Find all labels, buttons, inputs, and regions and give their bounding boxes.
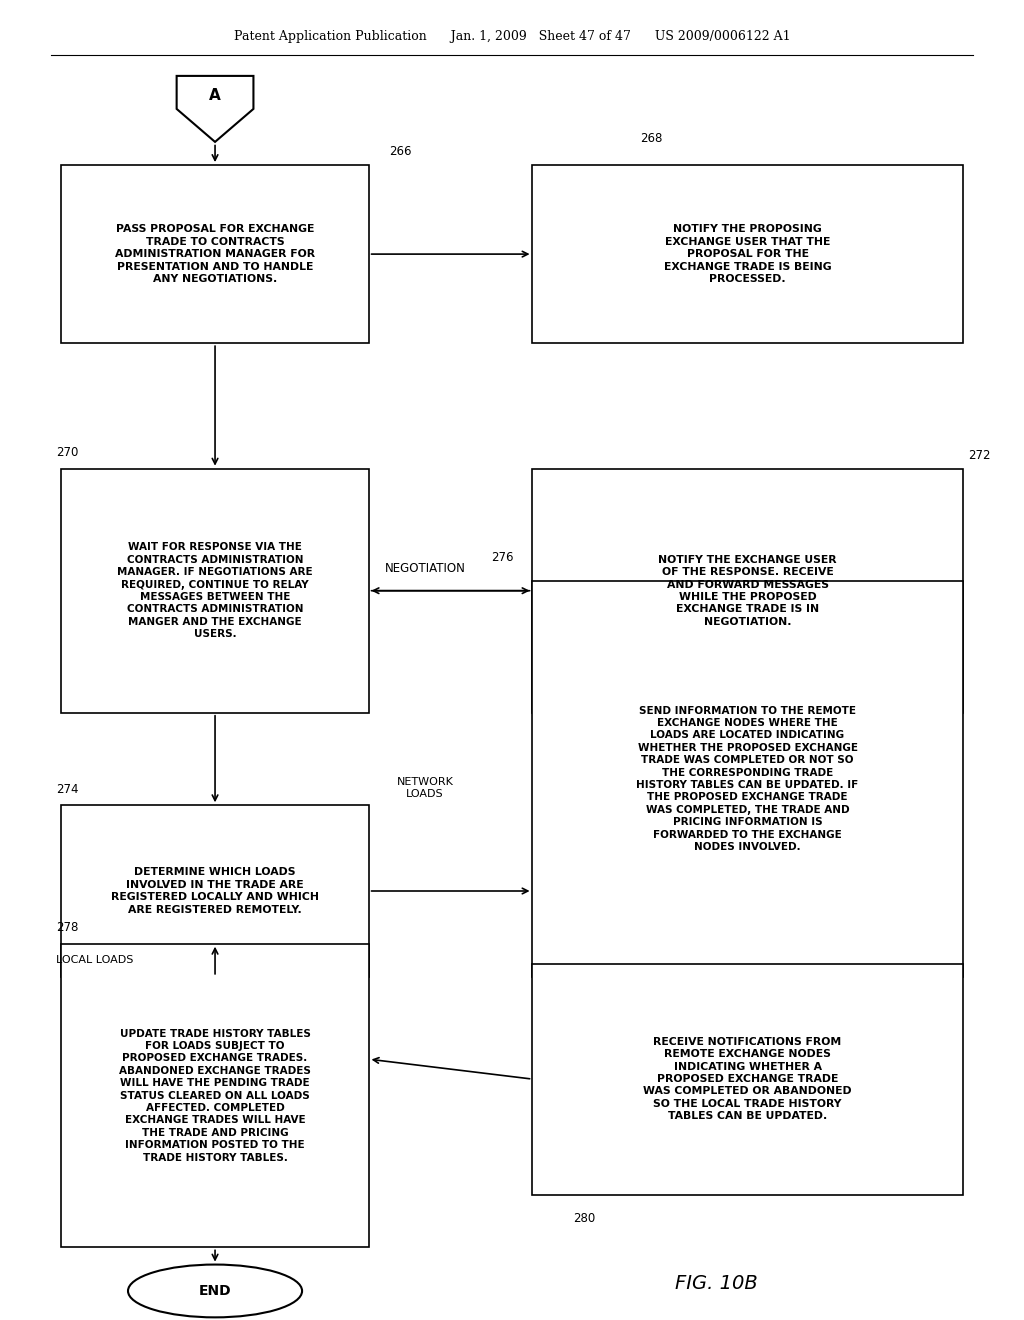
Text: DETERMINE WHICH LOADS
INVOLVED IN THE TRADE ARE
REGISTERED LOCALLY AND WHICH
ARE: DETERMINE WHICH LOADS INVOLVED IN THE TR…	[111, 867, 319, 915]
Text: 280: 280	[573, 1212, 596, 1225]
FancyBboxPatch shape	[61, 165, 369, 343]
FancyBboxPatch shape	[532, 165, 963, 343]
Text: A: A	[209, 87, 221, 103]
Text: LOCAL LOADS: LOCAL LOADS	[56, 956, 134, 965]
Text: 274: 274	[56, 783, 79, 796]
Text: RECEIVE NOTIFICATIONS FROM
REMOTE EXCHANGE NODES
INDICATING WHETHER A
PROPOSED E: RECEIVE NOTIFICATIONS FROM REMOTE EXCHAN…	[643, 1038, 852, 1121]
Text: 268: 268	[640, 132, 663, 145]
Text: SEND INFORMATION TO THE REMOTE
EXCHANGE NODES WHERE THE
LOADS ARE LOCATED INDICA: SEND INFORMATION TO THE REMOTE EXCHANGE …	[636, 706, 859, 851]
Text: NOTIFY THE PROPOSING
EXCHANGE USER THAT THE
PROPOSAL FOR THE
EXCHANGE TRADE IS B: NOTIFY THE PROPOSING EXCHANGE USER THAT …	[664, 224, 831, 284]
Text: 272: 272	[968, 449, 990, 462]
Text: 266: 266	[389, 145, 412, 158]
FancyBboxPatch shape	[61, 805, 369, 977]
FancyBboxPatch shape	[61, 469, 369, 713]
FancyBboxPatch shape	[532, 581, 963, 977]
Text: 270: 270	[56, 446, 79, 459]
Polygon shape	[176, 77, 254, 141]
FancyBboxPatch shape	[61, 944, 369, 1247]
Text: WAIT FOR RESPONSE VIA THE
CONTRACTS ADMINISTRATION
MANAGER. IF NEGOTIATIONS ARE
: WAIT FOR RESPONSE VIA THE CONTRACTS ADMI…	[117, 543, 313, 639]
Text: UPDATE TRADE HISTORY TABLES
FOR LOADS SUBJECT TO
PROPOSED EXCHANGE TRADES.
ABAND: UPDATE TRADE HISTORY TABLES FOR LOADS SU…	[119, 1028, 311, 1163]
FancyBboxPatch shape	[532, 469, 963, 713]
Text: NETWORK
LOADS: NETWORK LOADS	[396, 777, 454, 799]
Text: END: END	[199, 1284, 231, 1298]
FancyBboxPatch shape	[532, 964, 963, 1195]
Text: FIG. 10B: FIG. 10B	[676, 1274, 758, 1292]
Text: 278: 278	[56, 921, 79, 935]
Text: NOTIFY THE EXCHANGE USER
OF THE RESPONSE. RECEIVE
AND FORWARD MESSAGES
WHILE THE: NOTIFY THE EXCHANGE USER OF THE RESPONSE…	[658, 554, 837, 627]
Text: PASS PROPOSAL FOR EXCHANGE
TRADE TO CONTRACTS
ADMINISTRATION MANAGER FOR
PRESENT: PASS PROPOSAL FOR EXCHANGE TRADE TO CONT…	[115, 224, 315, 284]
Ellipse shape	[128, 1265, 302, 1317]
Text: NEGOTIATION: NEGOTIATION	[385, 562, 465, 576]
Text: 276: 276	[492, 550, 514, 564]
Text: Patent Application Publication      Jan. 1, 2009   Sheet 47 of 47      US 2009/0: Patent Application Publication Jan. 1, 2…	[233, 30, 791, 44]
